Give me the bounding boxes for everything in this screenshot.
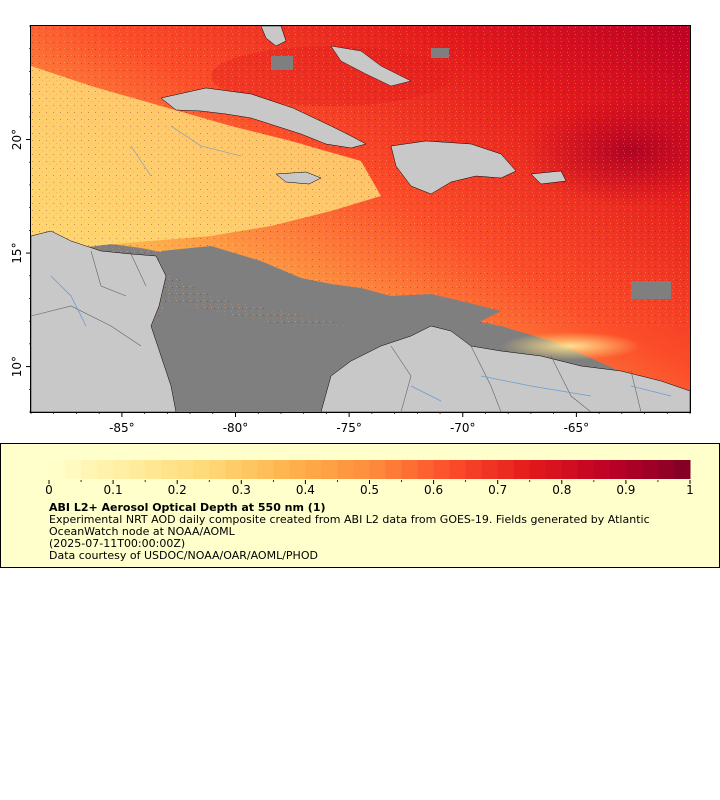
colorbar-swatch	[401, 460, 419, 479]
colorbar-tick-label: 0.8	[552, 483, 571, 497]
colorbar-swatch	[609, 460, 627, 479]
colorbar-swatch	[385, 460, 403, 479]
land-florida	[260, 26, 287, 47]
land-bahamas	[330, 45, 412, 87]
colorbar-swatch	[369, 460, 387, 479]
colorbar-swatch	[465, 460, 483, 479]
colorbar-tick-label: 0.9	[616, 483, 635, 497]
colorbar-swatch	[145, 460, 162, 479]
cloud-gap-caribbean	[161, 246, 501, 334]
land-jamaica	[275, 171, 322, 185]
cloud-gap-1	[271, 56, 293, 70]
land-cuba	[160, 87, 367, 149]
y-tick-label: 15°	[10, 242, 24, 263]
land-hispaniola	[390, 140, 517, 195]
land-puerto-rico	[530, 170, 567, 185]
legend-text: ABI L2+ Aerosol Optical Depth at 550 nm …	[49, 502, 709, 562]
colorbar-swatch	[497, 460, 515, 479]
colorbar-swatch	[561, 460, 579, 479]
colorbar-swatch	[337, 460, 354, 479]
colorbar-tick-label: 0.4	[296, 483, 315, 497]
y-tick-label: 20°	[10, 129, 24, 150]
colorbar-swatch	[673, 460, 691, 479]
colorbar-swatch	[657, 460, 675, 479]
colorbar-tick-label: 0.6	[424, 483, 443, 497]
legend-credit: Data courtesy of USDOC/NOAA/OAR/AOML/PHO…	[49, 549, 318, 562]
x-tick-label: -70°	[450, 421, 476, 435]
aod-map	[31, 26, 690, 412]
x-tick-label: -85°	[109, 421, 135, 435]
legend-date: (2025-07-11T00:00:00Z)	[49, 537, 186, 550]
colorbar-tick-label: 0	[45, 483, 53, 497]
legend-panel: 0 0.1 0.2 0.3 0.4 0.5 0.6 0.7 0.8 0.9 1 ABI L2+ Ae…	[0, 443, 720, 568]
colorbar-swatch	[193, 460, 210, 479]
legend-description: Experimental NRT AOD daily composite cre…	[49, 513, 650, 538]
colorbar-tick-label: 1	[686, 483, 694, 497]
colorbar-swatch	[577, 460, 595, 479]
colorbar-swatch	[321, 460, 338, 479]
border-lines	[31, 250, 642, 412]
colorbar-tick-label: 0.5	[360, 483, 379, 497]
river-lines	[50, 275, 672, 402]
y-tick-label: 10°	[10, 356, 24, 377]
aod-pale-south	[501, 332, 641, 360]
colorbar-tick-label: 0.3	[232, 483, 251, 497]
x-tick-label: -80°	[223, 421, 249, 435]
land-south-america	[320, 325, 690, 412]
colorbar-swatch	[417, 460, 435, 479]
colorbar-swatch	[433, 460, 451, 479]
colorbar-swatch	[625, 460, 643, 479]
river-lines-north	[130, 125, 242, 177]
land-central-america	[31, 230, 177, 412]
colorbar-swatch	[305, 460, 322, 479]
cloud-gap-south	[141, 301, 341, 412]
colorbar-swatch	[81, 460, 98, 479]
colorbar-tick-label: 0.2	[168, 483, 187, 497]
x-tick-label: -65°	[564, 421, 590, 435]
cloud-gap-2	[431, 48, 449, 58]
colorbar-swatch	[353, 460, 370, 479]
colorbar: 0 0.1 0.2 0.3 0.4 0.5 0.6 0.7 0.8 0.9 1	[45, 460, 694, 497]
colorbar-swatch	[65, 460, 82, 479]
cloud-gap-3	[631, 281, 671, 299]
colorbar-swatch	[545, 460, 563, 479]
legend-title: ABI L2+ Aerosol Optical Depth at 550 nm …	[49, 501, 326, 514]
colorbar-swatch	[273, 460, 290, 479]
colorbar-tick-label: 0.7	[488, 483, 507, 497]
colorbar-swatch	[97, 460, 114, 479]
colorbar-swatch	[257, 460, 274, 479]
colorbar-swatch	[513, 460, 531, 479]
colorbar-swatch	[529, 460, 547, 479]
colorbar-swatch	[113, 460, 130, 479]
colorbar-swatch	[129, 460, 146, 479]
colorbar-swatch	[241, 460, 258, 479]
colorbar-swatch	[225, 460, 242, 479]
colorbar-swatch	[593, 460, 611, 479]
colorbar-swatch	[177, 460, 194, 479]
colorbar-swatch	[209, 460, 226, 479]
colorbar-swatch	[481, 460, 499, 479]
x-tick-label: -75°	[336, 421, 362, 435]
colorbar-swatch	[641, 460, 659, 479]
colorbar-swatch	[289, 460, 306, 479]
colorbar-swatch	[449, 460, 467, 479]
map-plot[interactable]	[30, 25, 691, 413]
colorbar-swatch	[161, 460, 178, 479]
colorbar-tick-label: 0.1	[104, 483, 123, 497]
colorbar-swatch	[49, 460, 66, 479]
